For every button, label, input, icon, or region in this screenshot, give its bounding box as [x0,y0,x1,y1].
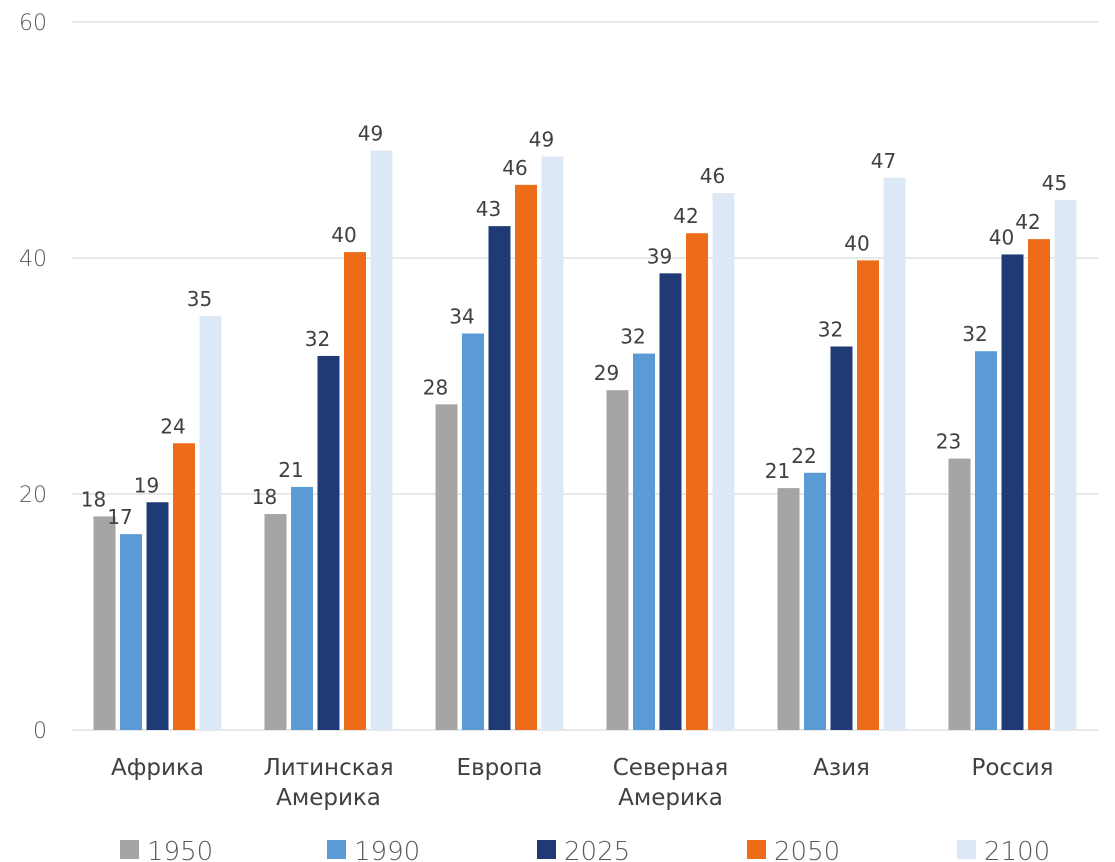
bar-1950 [777,488,800,730]
bar-1950 [435,404,458,730]
legend-swatch-2025 [537,840,556,859]
y-axis-ticks: 0 20 40 60 [19,11,47,744]
legend-label: 2100 [984,837,1050,862]
data-label: 47 [871,149,896,173]
data-label: 21 [278,458,303,482]
legend-label: 1990 [354,837,420,862]
category-label: Африка [111,755,204,781]
y-tick-label: 40 [19,247,47,272]
legend: 1950 1990 2025 2050 2100 [120,837,1050,862]
bar-2025 [830,346,853,730]
bar-2100 [199,315,222,730]
legend-swatch-2100 [957,840,976,859]
category-label: Азия [813,755,870,781]
category-label: Европа [457,755,543,781]
bar-1950 [93,516,116,730]
data-label: 32 [818,318,843,342]
data-label: 19 [134,473,159,497]
bar-1990 [804,472,826,730]
bars [93,150,1077,731]
y-tick-label: 20 [19,483,47,508]
data-label: 17 [107,505,132,529]
data-label: 42 [1015,210,1040,234]
data-label: 18 [252,485,277,509]
data-label: 32 [962,322,987,346]
category-label: Америка [276,785,381,811]
bar-1950 [264,514,287,730]
data-label: 32 [620,325,645,349]
data-label: 35 [187,287,212,311]
category-label: Литинская [263,755,393,781]
bar-1990 [291,486,313,730]
gridlines [72,21,1098,731]
bar-2100 [370,150,393,730]
data-label: 29 [594,361,619,385]
data-label: 46 [502,156,527,180]
bar-2100 [1054,200,1077,730]
x-axis-categories: Африка Литинская Америка Европа Северная Амер… [111,755,1053,811]
data-label: 40 [844,231,869,255]
bar-2100 [712,193,735,731]
legend-label: 2050 [774,837,840,862]
legend-swatch-2050 [747,840,766,859]
category-label: Северная [613,755,728,781]
bar-2050 [857,260,879,730]
bar-1990 [462,333,484,730]
data-label: 40 [989,225,1014,249]
data-label: 46 [700,164,725,188]
data-label: 32 [305,327,330,351]
bar-2050 [515,184,537,731]
legend-label: 2025 [564,837,630,862]
data-labels: 1817192435182132404928344346492932394246… [81,122,1067,530]
bar-2050 [686,233,708,730]
bar-2100 [883,177,906,730]
data-label: 21 [765,459,790,483]
bar-1990 [633,353,655,730]
data-label: 49 [358,122,383,146]
data-label: 43 [476,197,501,221]
data-label: 23 [936,430,961,454]
data-label: 34 [449,305,474,329]
bar-1990 [975,351,997,730]
bar-1950 [606,390,629,730]
bar-2050 [1028,239,1050,730]
legend-label: 1950 [147,837,213,862]
category-label: Америка [618,785,723,811]
data-label: 49 [529,128,554,152]
bar-2025 [659,273,682,730]
bar-2050 [344,252,366,730]
bar-1950 [948,458,971,730]
data-label: 24 [160,414,185,438]
legend-swatch-1990 [327,840,346,859]
data-label: 40 [331,223,356,247]
y-tick-label: 60 [19,11,47,36]
y-tick-label: 0 [33,719,47,744]
bar-1990 [120,534,142,730]
category-label: Россия [971,755,1053,781]
bar-2025 [488,226,511,730]
data-label: 18 [81,487,106,511]
data-label: 28 [423,375,448,399]
data-label: 22 [791,444,816,468]
legend-swatch-1950 [120,840,139,859]
bar-2050 [173,443,195,730]
data-label: 42 [673,204,698,228]
bar-2100 [541,156,564,730]
data-label: 39 [647,244,672,268]
bar-2025 [1001,254,1024,730]
data-label: 45 [1042,171,1067,195]
bar-2025 [146,502,169,730]
bar-2025 [317,355,340,730]
